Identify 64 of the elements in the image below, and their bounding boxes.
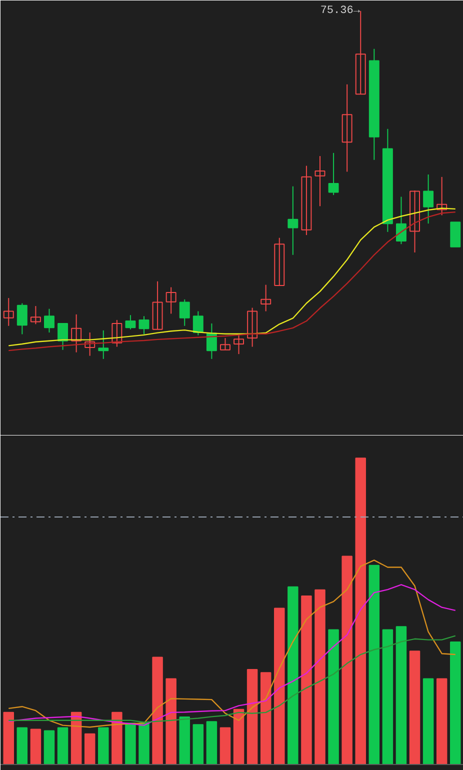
- bar: [314, 589, 326, 764]
- candlestick: [44, 308, 54, 333]
- candlestick: [152, 280, 163, 330]
- bar: [422, 678, 434, 764]
- bar: [396, 626, 407, 764]
- candlestick: [314, 156, 326, 207]
- candlestick: [98, 330, 109, 360]
- bar: [206, 721, 218, 764]
- bar: [98, 727, 109, 764]
- candlestick: [30, 306, 41, 325]
- bar: [30, 728, 42, 764]
- bar: [355, 458, 366, 764]
- candlestick: [84, 332, 96, 356]
- bar: [125, 722, 136, 764]
- candlestick: [396, 196, 406, 245]
- candlestick: [288, 186, 298, 256]
- candlestick: [192, 310, 204, 336]
- bar: [152, 656, 163, 764]
- bar: [112, 712, 122, 764]
- bar: [179, 716, 190, 764]
- bar: [260, 672, 272, 764]
- bar: [44, 730, 55, 764]
- bar: [436, 678, 448, 764]
- candlestick: [247, 307, 258, 348]
- bar: [328, 629, 339, 764]
- bar: [220, 727, 231, 764]
- bar: [3, 712, 14, 764]
- bar: [288, 586, 298, 764]
- bar: [409, 650, 420, 764]
- candlestick: [16, 302, 28, 335]
- candlestick: [166, 286, 176, 314]
- bar: [192, 724, 204, 764]
- candlestick: [328, 152, 339, 196]
- candlestick: [138, 316, 150, 335]
- candlestick: [260, 284, 272, 312]
- candlestick: [342, 84, 352, 172]
- annotation: 75.36→: [320, 4, 360, 17]
- bar: [84, 733, 96, 764]
- bar: [16, 727, 28, 764]
- bar: [342, 556, 352, 764]
- bar: [382, 629, 394, 764]
- bar: [246, 669, 258, 764]
- candlestick: [234, 334, 244, 355]
- candlestick: [274, 237, 285, 286]
- bar: [70, 712, 82, 764]
- candlestick: [3, 298, 14, 326]
- candlestick: [71, 314, 82, 353]
- candlestick: [301, 165, 312, 236]
- candlestick: [112, 319, 122, 348]
- candlestick: [423, 174, 434, 224]
- candlestick: [58, 322, 68, 350]
- bar: [138, 722, 150, 764]
- bar: [450, 641, 461, 764]
- bar: [274, 608, 285, 764]
- bar: [368, 564, 380, 764]
- candlestick: [125, 314, 136, 330]
- bar: [166, 678, 176, 764]
- candlestick: [179, 298, 190, 326]
- bar: [57, 727, 68, 764]
- bar: [233, 708, 244, 764]
- candlestick: [410, 190, 420, 253]
- bar: [301, 596, 312, 764]
- candlestick: [220, 338, 230, 350]
- candlestick: [436, 176, 448, 216]
